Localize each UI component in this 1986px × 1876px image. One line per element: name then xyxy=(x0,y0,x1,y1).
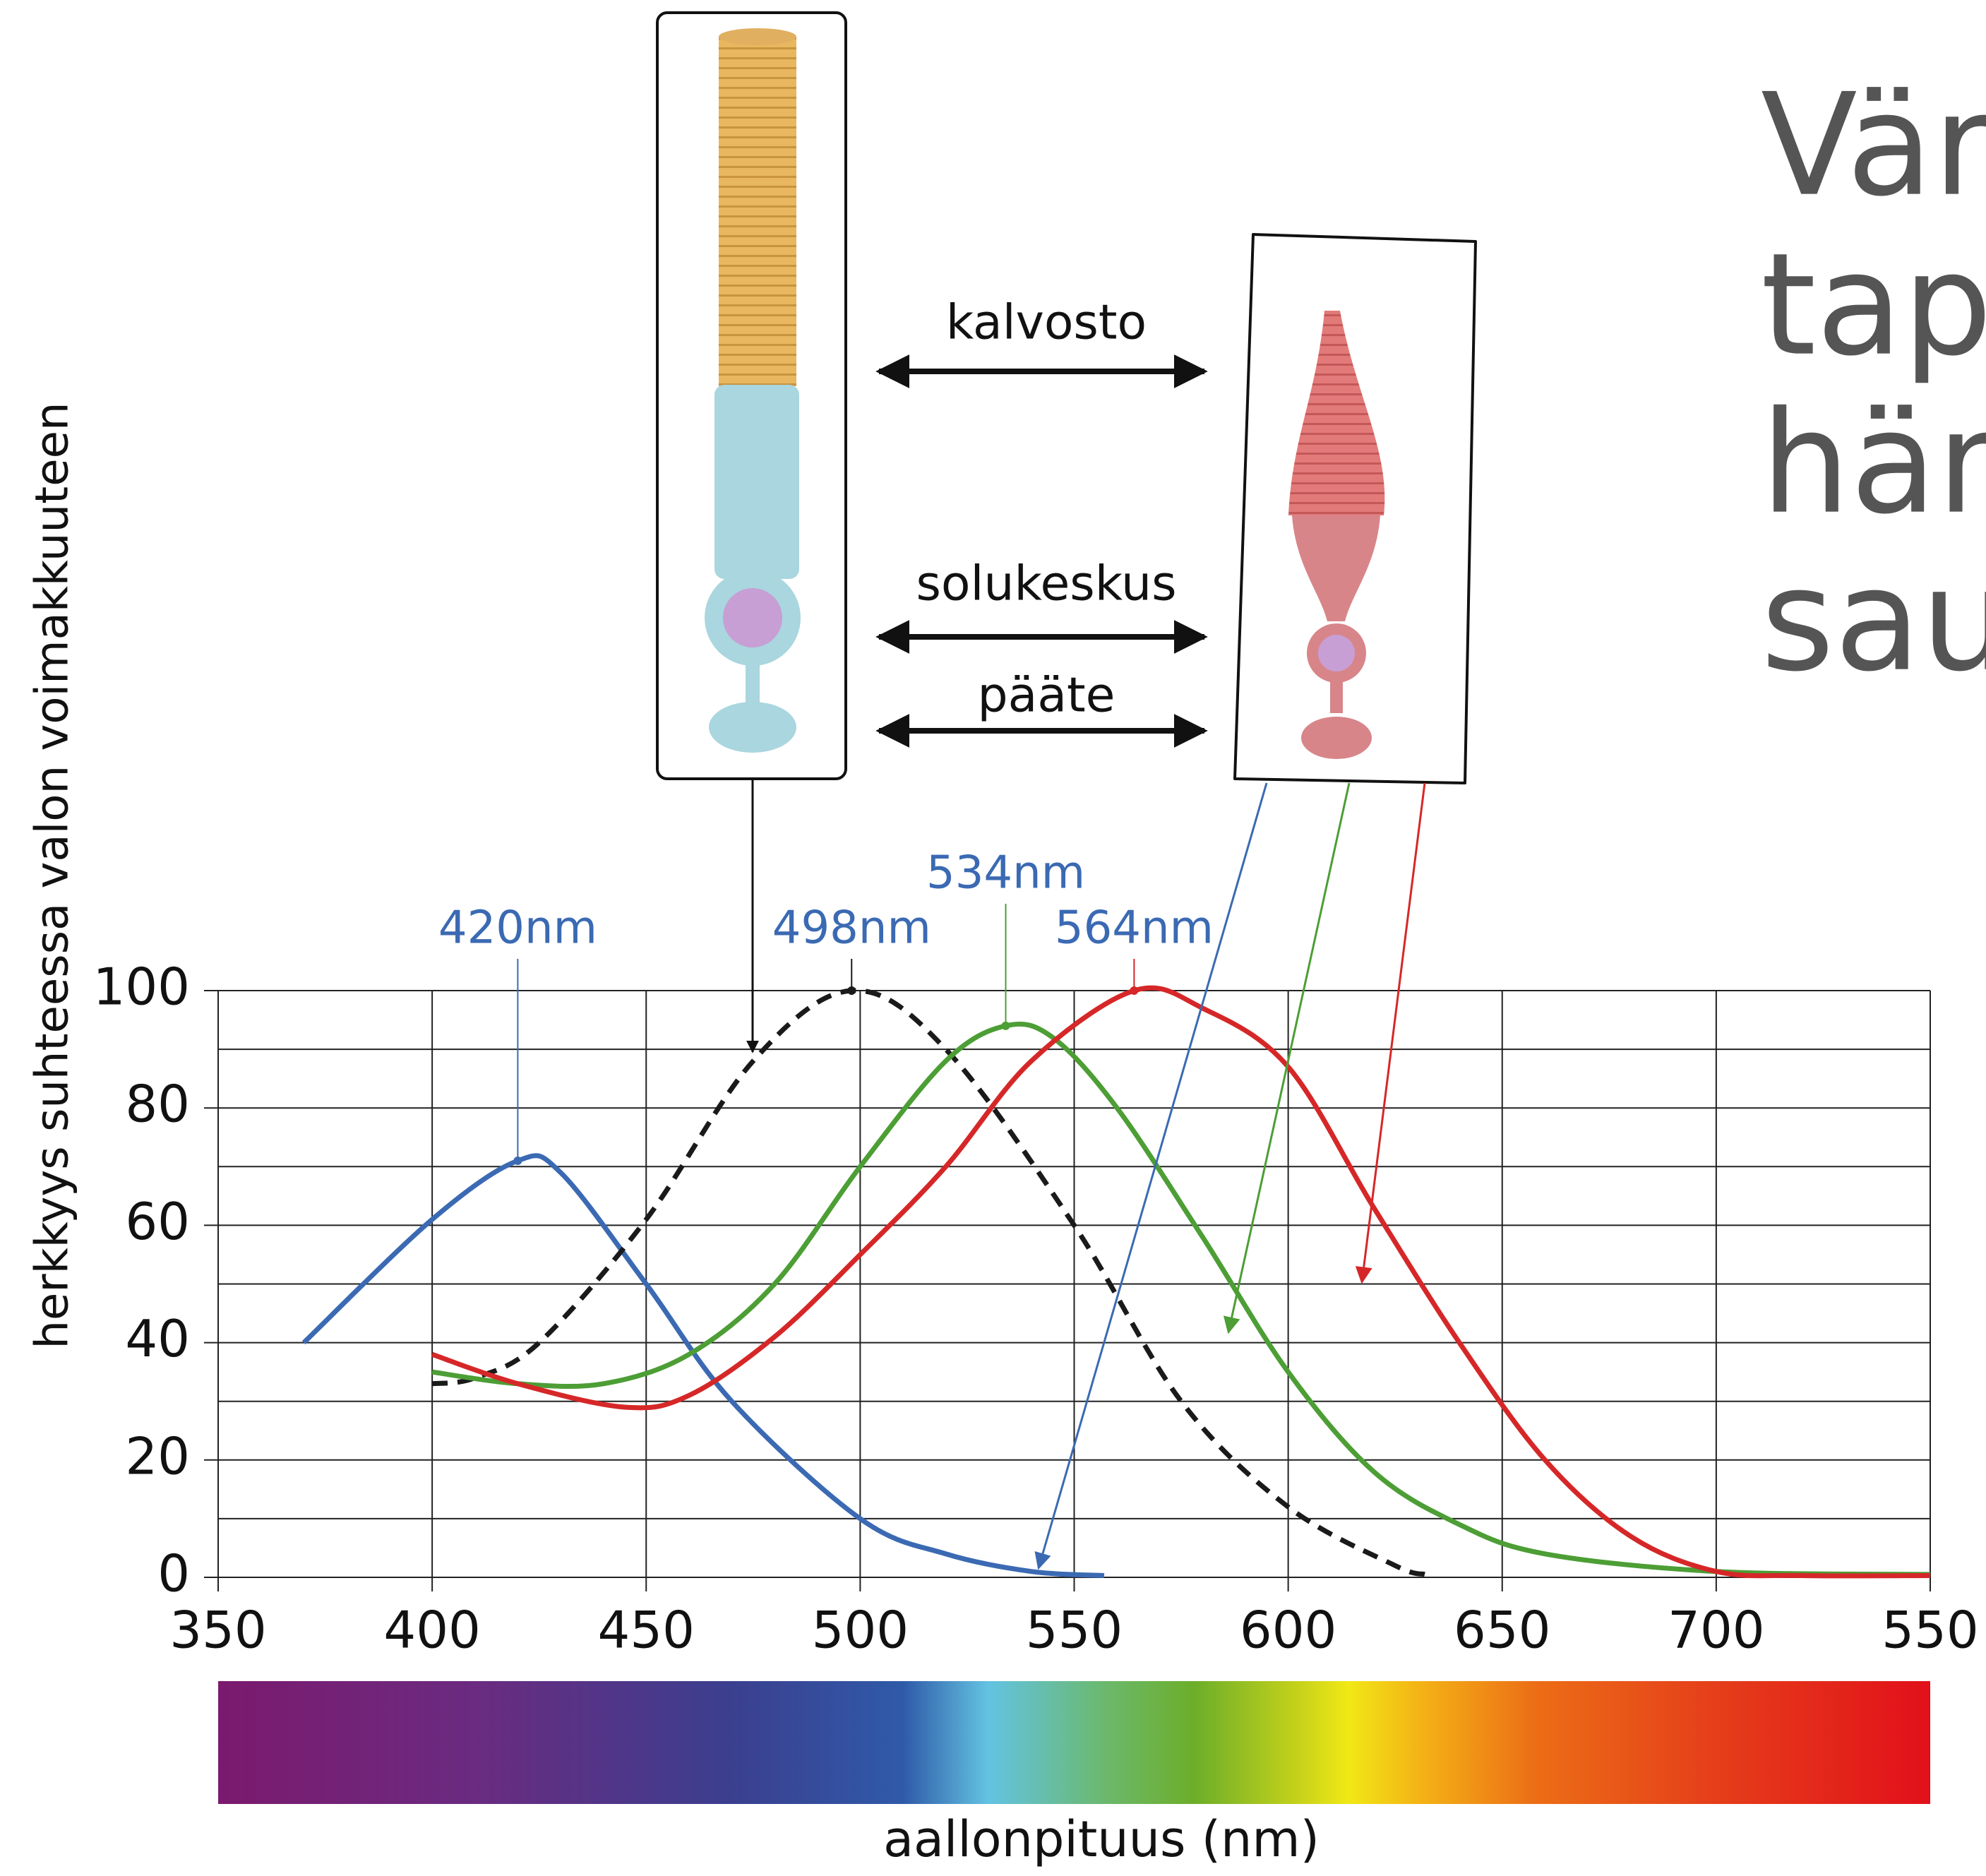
title-line: tapp xyxy=(1761,223,1986,388)
diagram-labels: kalvosto solukeskus pääte xyxy=(916,295,1176,724)
y-tick-label: 100 xyxy=(93,957,190,1017)
annotation-dot xyxy=(1001,1021,1010,1030)
annotation-label: 564nm xyxy=(1055,902,1214,955)
x-tick-label: 650 xyxy=(1454,1601,1550,1660)
y-tick-label: 80 xyxy=(125,1075,190,1134)
y-tick-label: 0 xyxy=(157,1544,190,1603)
x-tick-label: 500 xyxy=(812,1601,909,1660)
diagram-arrows xyxy=(875,354,1208,748)
x-tick-label: 600 xyxy=(1240,1601,1336,1660)
title-line: sauv xyxy=(1761,539,1986,703)
title: Väri tapp häm sauv xyxy=(1761,64,1986,703)
x-tick-label: 350 xyxy=(169,1601,266,1660)
series-line xyxy=(431,1021,1931,1577)
annotation-dot xyxy=(513,1156,522,1165)
x-axis-label: aallonpituus (nm) xyxy=(883,1810,1320,1868)
annotation-label: 420nm xyxy=(438,902,597,955)
y-tick-label: 40 xyxy=(125,1309,190,1368)
x-tick-label: 550 xyxy=(1026,1601,1123,1660)
x-tick-label: 400 xyxy=(383,1601,480,1660)
diagram-label: solukeskus xyxy=(916,556,1176,612)
diagram-label: kalvosto xyxy=(946,295,1147,351)
title-line: Väri xyxy=(1761,64,1986,228)
spectrum-bar xyxy=(218,1681,1930,1804)
cone-cell xyxy=(1233,233,1477,784)
pointer-lines xyxy=(746,779,1426,1570)
annotation-dot xyxy=(1130,986,1139,995)
series-line xyxy=(301,1153,1105,1579)
y-tick-label: 20 xyxy=(125,1426,190,1486)
x-tick-label: 550 xyxy=(1882,1601,1978,1660)
x-tick-label: 700 xyxy=(1668,1601,1764,1660)
annotation-dot xyxy=(847,986,856,995)
rod-cell xyxy=(656,11,847,780)
diagram-label: pääte xyxy=(977,668,1115,724)
title-line: häm xyxy=(1761,381,1986,546)
series-line xyxy=(431,988,1426,1577)
y-axis-label: herkkyys suhteessa valon voimakkuuteen xyxy=(27,402,79,1349)
plot: 0 20 40 60 80 100 350 400 450 500 550 600 650 700 550 4… xyxy=(93,847,1979,1660)
x-tick-label: 450 xyxy=(598,1601,695,1660)
y-tick-label: 60 xyxy=(125,1192,190,1251)
annotation-label: 534nm xyxy=(926,847,1085,900)
series-line xyxy=(431,985,1931,1579)
annotation-label: 498nm xyxy=(772,902,931,955)
